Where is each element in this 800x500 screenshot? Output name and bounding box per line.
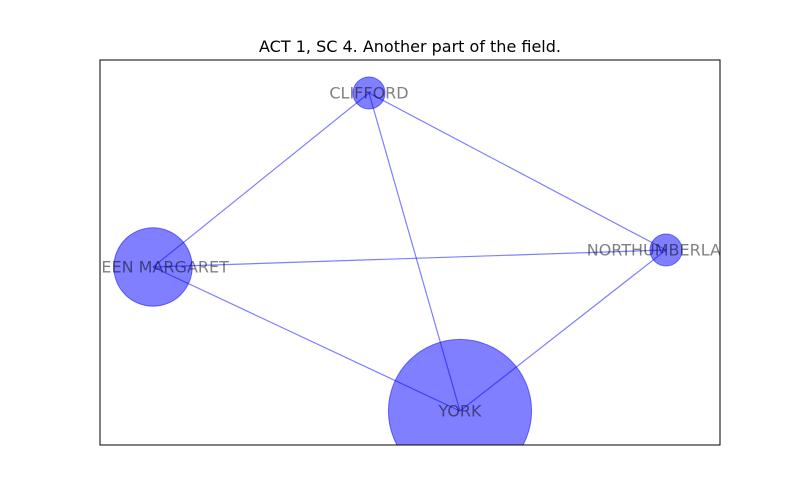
edges-layer bbox=[152, 92, 667, 412]
node-label-northumberland: NORTHUMBERLAND bbox=[587, 241, 746, 260]
labels-layer: CLIFFORD QUEEN MARGARET NORTHUMBERLAND YORK bbox=[77, 84, 746, 421]
edge-clifford-queen-margaret bbox=[152, 92, 370, 268]
node-label-clifford: CLIFFORD bbox=[329, 84, 408, 103]
node-york[interactable] bbox=[387, 338, 533, 482]
figure-title: ACT 1, SC 4. Another part of the field. bbox=[259, 37, 561, 56]
node-label-york: YORK bbox=[437, 402, 482, 421]
node-clifford[interactable] bbox=[352, 76, 386, 110]
node-label-queen-margaret: QUEEN MARGARET bbox=[77, 258, 229, 277]
axes-frame bbox=[99, 59, 721, 446]
node-queen-margaret[interactable] bbox=[113, 227, 193, 307]
edge-queen-margaret-northumberland bbox=[152, 249, 667, 268]
node-northumberland[interactable] bbox=[649, 233, 683, 267]
nodes-layer bbox=[113, 76, 683, 482]
edge-clifford-northumberland bbox=[368, 92, 667, 251]
